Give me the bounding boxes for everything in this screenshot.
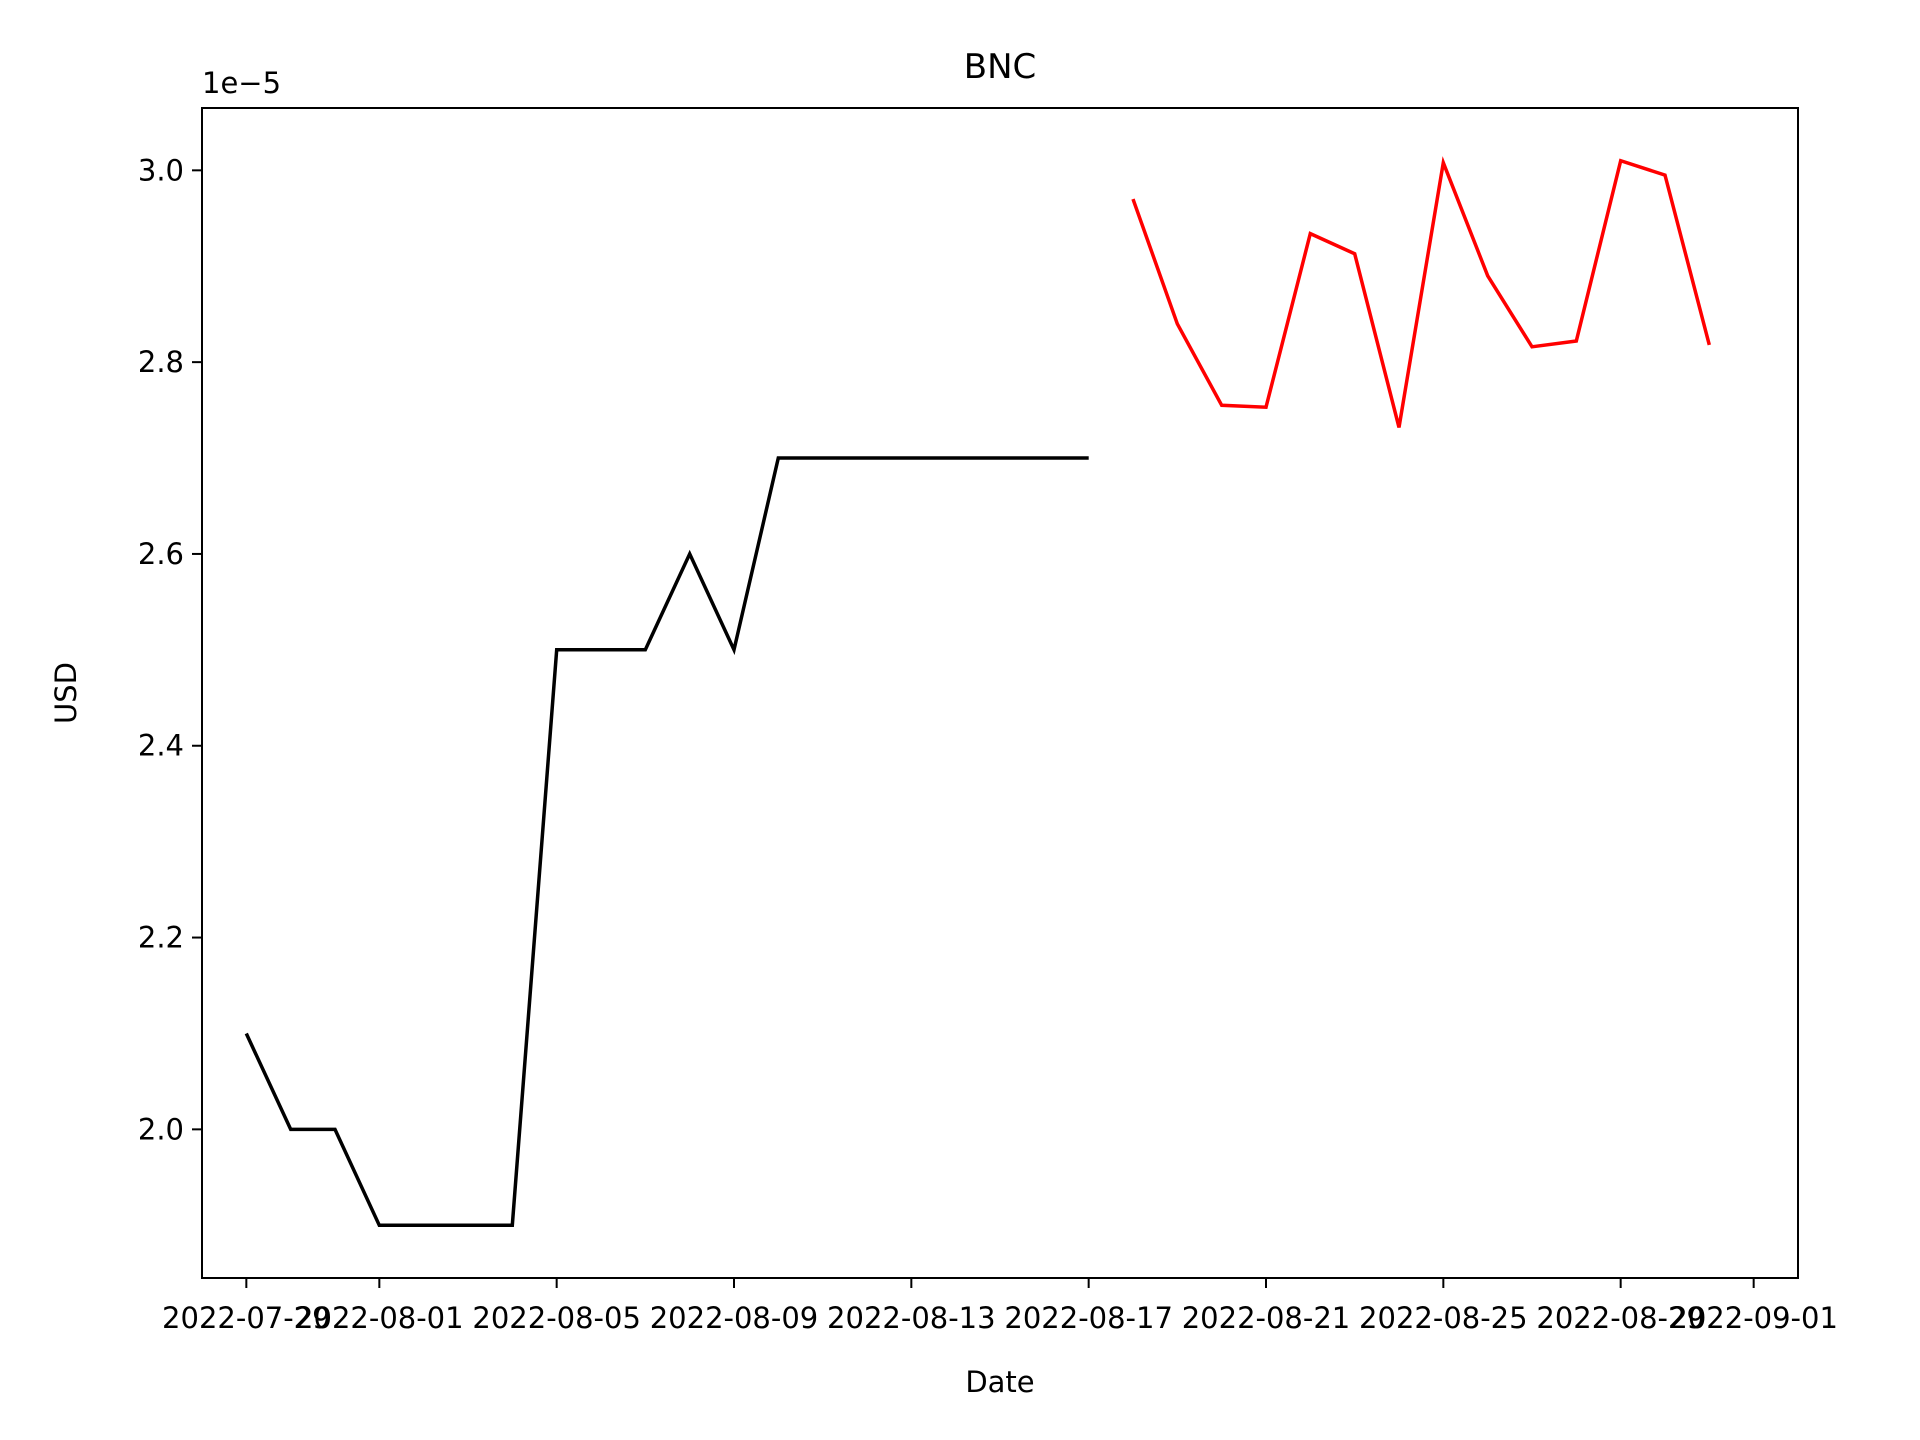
y-axis: 2.0 2.2 2.4 2.6 2.8 3.0 xyxy=(138,153,202,1146)
x-tick-label: 2022-08-09 xyxy=(650,1301,819,1335)
x-tick-label: 2022-08-13 xyxy=(827,1301,996,1335)
x-tick-label: 2022-08-01 xyxy=(295,1301,464,1335)
x-axis-label: Date xyxy=(965,1365,1034,1399)
chart-title: BNC xyxy=(964,47,1037,87)
x-tick-label: 2022-07-29 xyxy=(162,1301,331,1335)
y-tick-label: 2.6 xyxy=(138,537,184,571)
y-tick-label: 2.8 xyxy=(138,345,184,379)
x-tick-label: 2022-08-17 xyxy=(1004,1301,1173,1335)
axes-frame xyxy=(201,107,1799,1279)
y-tick-label: 2.2 xyxy=(138,921,184,955)
y-tick-label: 3.0 xyxy=(138,153,184,187)
x-tick-label: 2022-08-05 xyxy=(472,1301,641,1335)
y-axis-label: USD xyxy=(49,662,83,724)
series-line-1 xyxy=(244,456,1089,1228)
x-tick-label: 2022-08-25 xyxy=(1359,1301,1528,1335)
plot-area xyxy=(244,156,1711,1228)
y-axis-offset-label: 1e−5 xyxy=(202,66,281,100)
series-line-2 xyxy=(1131,156,1711,428)
y-tick-label: 2.4 xyxy=(138,729,184,763)
y-tick-label: 2.0 xyxy=(138,1112,184,1146)
x-tick-label: 2022-08-29 xyxy=(1536,1301,1705,1335)
x-tick-label: 2022-08-21 xyxy=(1182,1301,1351,1335)
x-tick-label: 2022-09-01 xyxy=(1669,1301,1838,1335)
